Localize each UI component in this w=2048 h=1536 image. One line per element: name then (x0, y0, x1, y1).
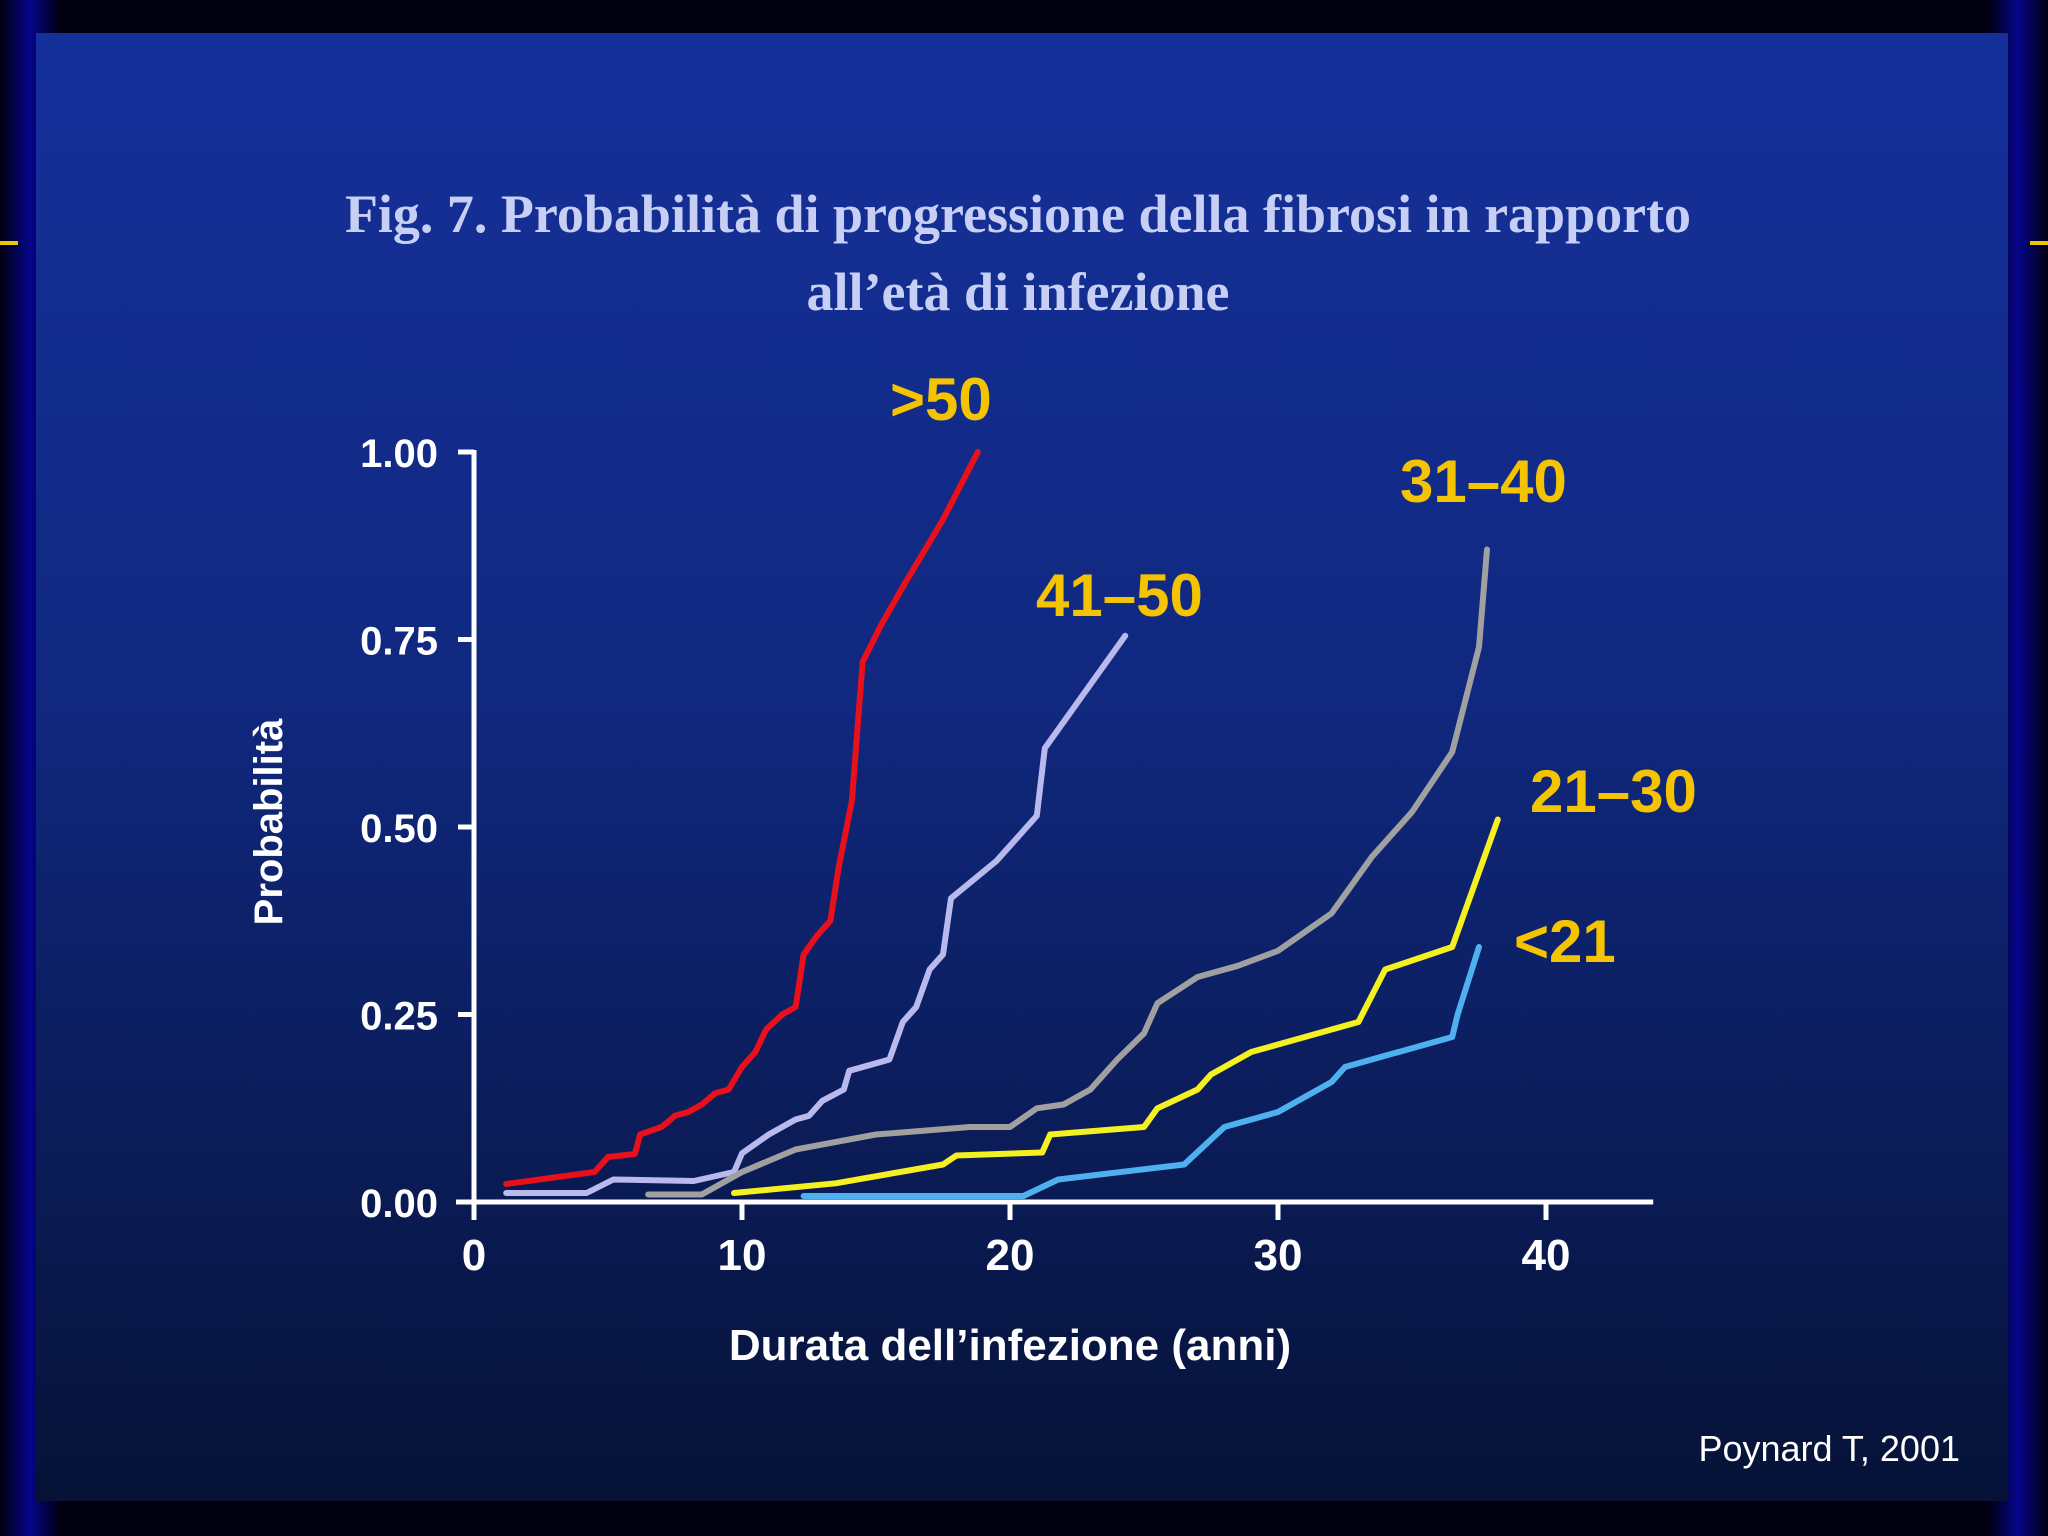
y-tick-label: 1.00 (360, 432, 438, 476)
series-line (503, 632, 1129, 1196)
x-tick-label: 10 (718, 1231, 767, 1280)
series-label: >50 (890, 366, 992, 433)
series-line (731, 816, 1501, 1196)
series-line (800, 944, 1482, 1199)
right-edge-tick (2030, 241, 2048, 245)
x-tick-label: 40 (1522, 1231, 1571, 1280)
source-citation: Poynard T, 2001 (1698, 1428, 1960, 1469)
series-label: 31–40 (1400, 448, 1567, 515)
x-tick-label: 20 (986, 1231, 1035, 1280)
series-labels: >50 41–50 31–40 21–30 <21 (890, 366, 1697, 975)
y-tick-label: 0.75 (360, 620, 438, 664)
slide-title-line2: all’età di infezione (807, 262, 1230, 322)
series-label: 41–50 (1036, 562, 1203, 629)
slide (36, 33, 2008, 1501)
y-tick-label: 0.00 (360, 1182, 438, 1226)
y-axis-ticks: 0.00 0.25 0.50 0.75 1.00 (360, 432, 474, 1226)
series-line (645, 546, 1490, 1198)
x-axis-ticks: 0 10 20 30 40 (462, 1202, 1571, 1280)
left-edge-tick (0, 241, 18, 245)
slide-title-line1: Fig. 7. Probabilità di progressione dell… (345, 184, 1691, 244)
x-tick-label: 0 (462, 1231, 486, 1280)
y-tick-label: 0.25 (360, 995, 438, 1039)
y-axis-label: Probabilità (247, 718, 291, 925)
x-tick-label: 30 (1254, 1231, 1303, 1280)
series-label: <21 (1514, 908, 1616, 975)
series-line (503, 449, 981, 1187)
chart-axes (456, 450, 1654, 1220)
chart: 0.00 0.25 0.50 0.75 1.00 0 10 20 30 40 Probabili… (247, 366, 1697, 1370)
x-axis-label: Durata dell’infezione (anni) (729, 1321, 1291, 1370)
y-tick-label: 0.50 (360, 807, 438, 851)
series-lines (503, 449, 1501, 1199)
series-label: 21–30 (1530, 758, 1697, 825)
